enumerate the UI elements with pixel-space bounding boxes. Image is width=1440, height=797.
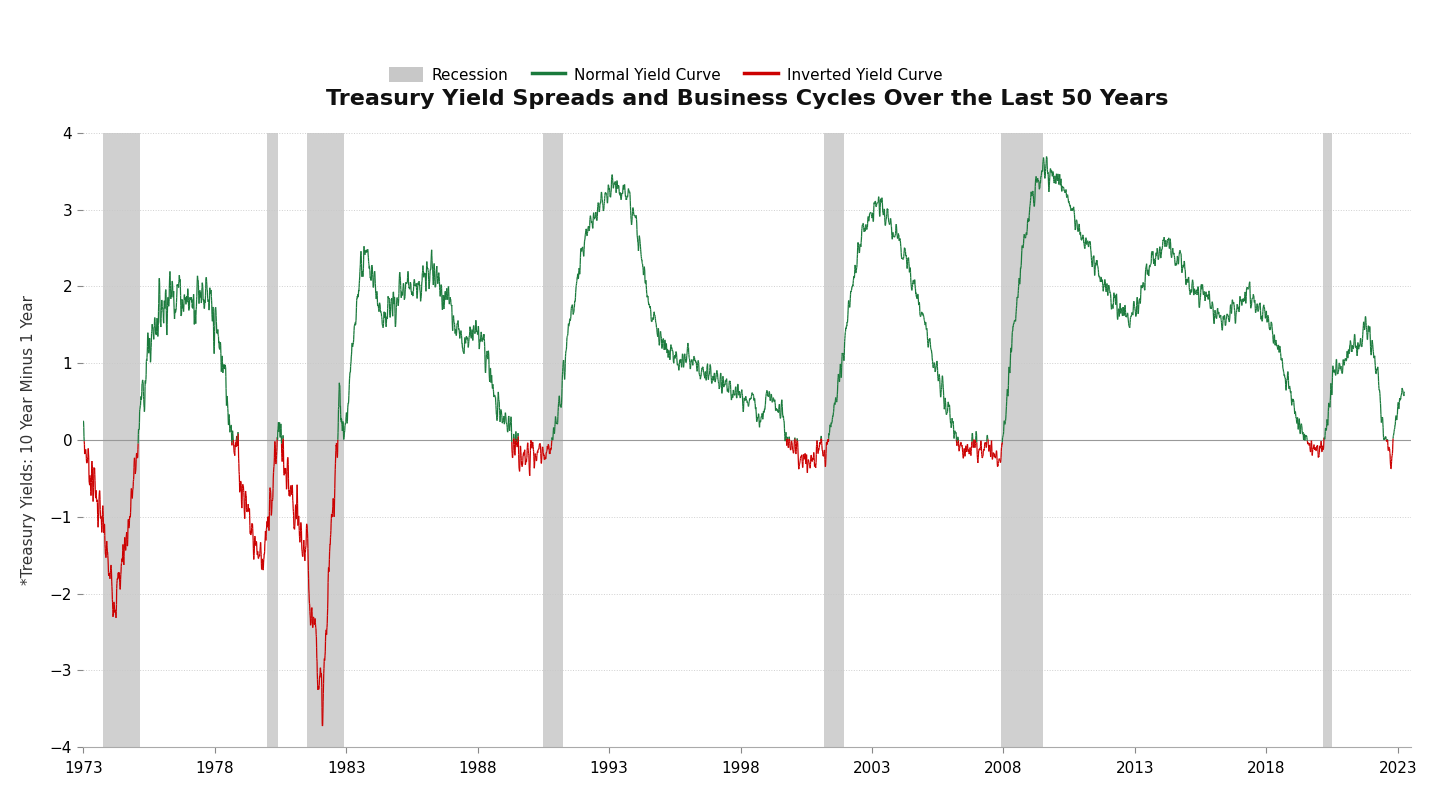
Bar <box>1001 133 1043 748</box>
Legend: Recession, Normal Yield Curve, Inverted Yield Curve: Recession, Normal Yield Curve, Inverted … <box>383 61 949 88</box>
Bar <box>824 133 844 748</box>
Bar <box>307 133 344 748</box>
Bar <box>268 133 278 748</box>
Bar <box>543 133 563 748</box>
Bar <box>104 133 140 748</box>
Bar <box>1323 133 1332 748</box>
Title: Treasury Yield Spreads and Business Cycles Over the Last 50 Years: Treasury Yield Spreads and Business Cycl… <box>325 89 1168 109</box>
Y-axis label: *Treasury Yields: 10 Year Minus 1 Year: *Treasury Yields: 10 Year Minus 1 Year <box>20 295 36 585</box>
